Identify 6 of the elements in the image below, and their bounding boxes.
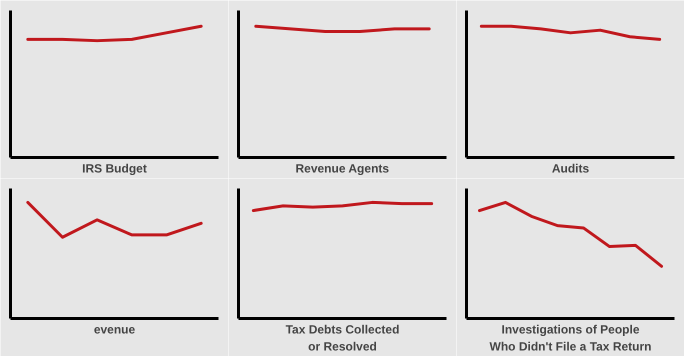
x-axis-title: Investigations of People Who Didn't File a Tax Return — [490, 322, 652, 354]
x-axis-title: IRS Budget — [82, 162, 147, 176]
x-axis-title: evenue — [94, 322, 136, 336]
x-axis-title: Tax Debts Collected or Resolved — [286, 322, 400, 354]
x-axis-title: Audits — [552, 162, 590, 176]
x-axis-title: Revenue Agents — [295, 162, 390, 176]
